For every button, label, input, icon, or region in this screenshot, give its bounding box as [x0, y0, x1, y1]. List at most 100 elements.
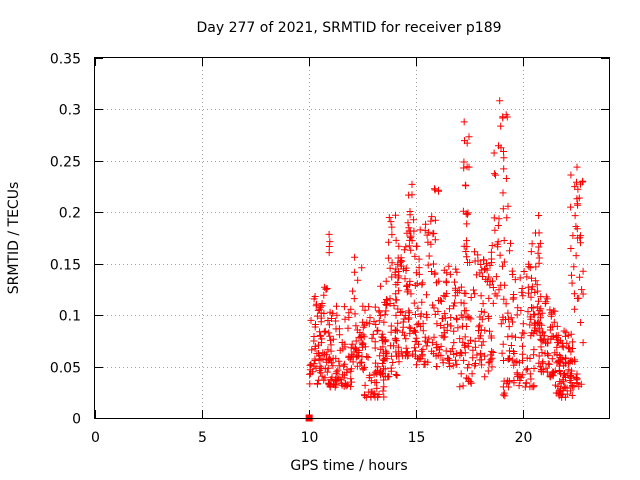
data-point: [500, 258, 508, 266]
data-point: [425, 228, 433, 236]
data-point: [423, 342, 431, 350]
data-point: [510, 348, 517, 355]
data-point: [435, 297, 442, 305]
data-point: [488, 347, 496, 355]
data-point: [528, 304, 535, 311]
data-point: [371, 344, 379, 352]
data-point: [324, 346, 332, 354]
data-point: [477, 261, 485, 268]
data-point: [499, 114, 507, 122]
data-point: [525, 289, 532, 297]
data-point: [387, 367, 395, 375]
data-point: [392, 211, 399, 219]
data-point: [520, 329, 528, 337]
data-point: [347, 375, 355, 383]
data-point: [504, 309, 512, 317]
data-point: [572, 374, 580, 381]
data-point: [528, 240, 536, 248]
data-point: [417, 310, 425, 318]
data-point: [371, 379, 379, 386]
data-point: [548, 333, 556, 340]
data-point: [357, 358, 365, 366]
grid-lines: [95, 58, 609, 418]
data-point: [534, 318, 542, 326]
data-point: [371, 303, 379, 311]
data-point: [528, 283, 536, 291]
data-point: [460, 356, 468, 364]
data-point: [551, 307, 559, 315]
data-point: [384, 373, 392, 381]
data-point: [456, 335, 464, 343]
data-point: [575, 382, 583, 390]
data-point: [524, 308, 532, 316]
data-point: [461, 333, 469, 341]
data-point: [450, 302, 458, 310]
data-point: [520, 268, 528, 275]
data-point: [462, 248, 470, 255]
data-point: [443, 326, 451, 334]
data-point: [341, 360, 349, 368]
data-point: [526, 355, 534, 362]
data-point: [481, 326, 489, 334]
data-point: [405, 323, 413, 331]
data-point: [567, 203, 575, 211]
data-point: [532, 263, 540, 271]
data-point: [319, 355, 327, 363]
data-point: [311, 323, 319, 331]
data-point: [554, 336, 562, 344]
data-point: [531, 289, 539, 296]
data-point: [453, 316, 461, 324]
data-point: [465, 133, 473, 141]
data-point: [578, 178, 586, 186]
data-point: [494, 222, 502, 229]
data-point: [503, 214, 511, 222]
data-point: [517, 307, 525, 314]
data-point: [317, 369, 325, 377]
data-point: [363, 319, 371, 327]
data-point: [354, 276, 362, 284]
data-point: [452, 356, 459, 364]
data-point: [506, 355, 514, 362]
data-point: [543, 339, 551, 347]
data-point: [452, 265, 460, 273]
data-point: [369, 330, 377, 338]
data-point: [490, 170, 498, 178]
data-point: [329, 354, 337, 362]
data-point: [485, 359, 493, 367]
data-point: [376, 352, 384, 360]
data-point: [449, 362, 457, 370]
data-point: [505, 355, 512, 363]
data-point: [570, 290, 578, 298]
data-point: [545, 360, 553, 368]
data-point: [524, 365, 531, 373]
data-point: [526, 370, 534, 378]
data-point: [534, 249, 542, 257]
data-point: [491, 226, 499, 234]
data-point: [311, 345, 319, 353]
data-point: [463, 220, 471, 228]
data-point: [391, 334, 399, 342]
data-point: [341, 315, 349, 323]
data-point: [441, 310, 449, 318]
data-point: [388, 259, 396, 267]
data-point: [415, 270, 423, 278]
data-point: [388, 231, 396, 239]
data-point: [569, 232, 577, 240]
data-point: [557, 353, 565, 361]
data-point: [567, 330, 575, 338]
data-point: [553, 343, 561, 351]
data-point: [320, 291, 328, 299]
data-point: [574, 185, 582, 193]
data-point: [567, 379, 575, 387]
data-point: [351, 253, 359, 261]
data-point: [427, 217, 435, 225]
data-point: [407, 246, 415, 254]
data-point: [329, 362, 337, 370]
data-point: [372, 359, 380, 367]
data-point: [378, 369, 386, 377]
data-point: [400, 246, 408, 254]
data-point: [568, 271, 575, 279]
data-point: [380, 318, 388, 326]
data-point: [375, 317, 383, 325]
data-point: [578, 286, 586, 294]
